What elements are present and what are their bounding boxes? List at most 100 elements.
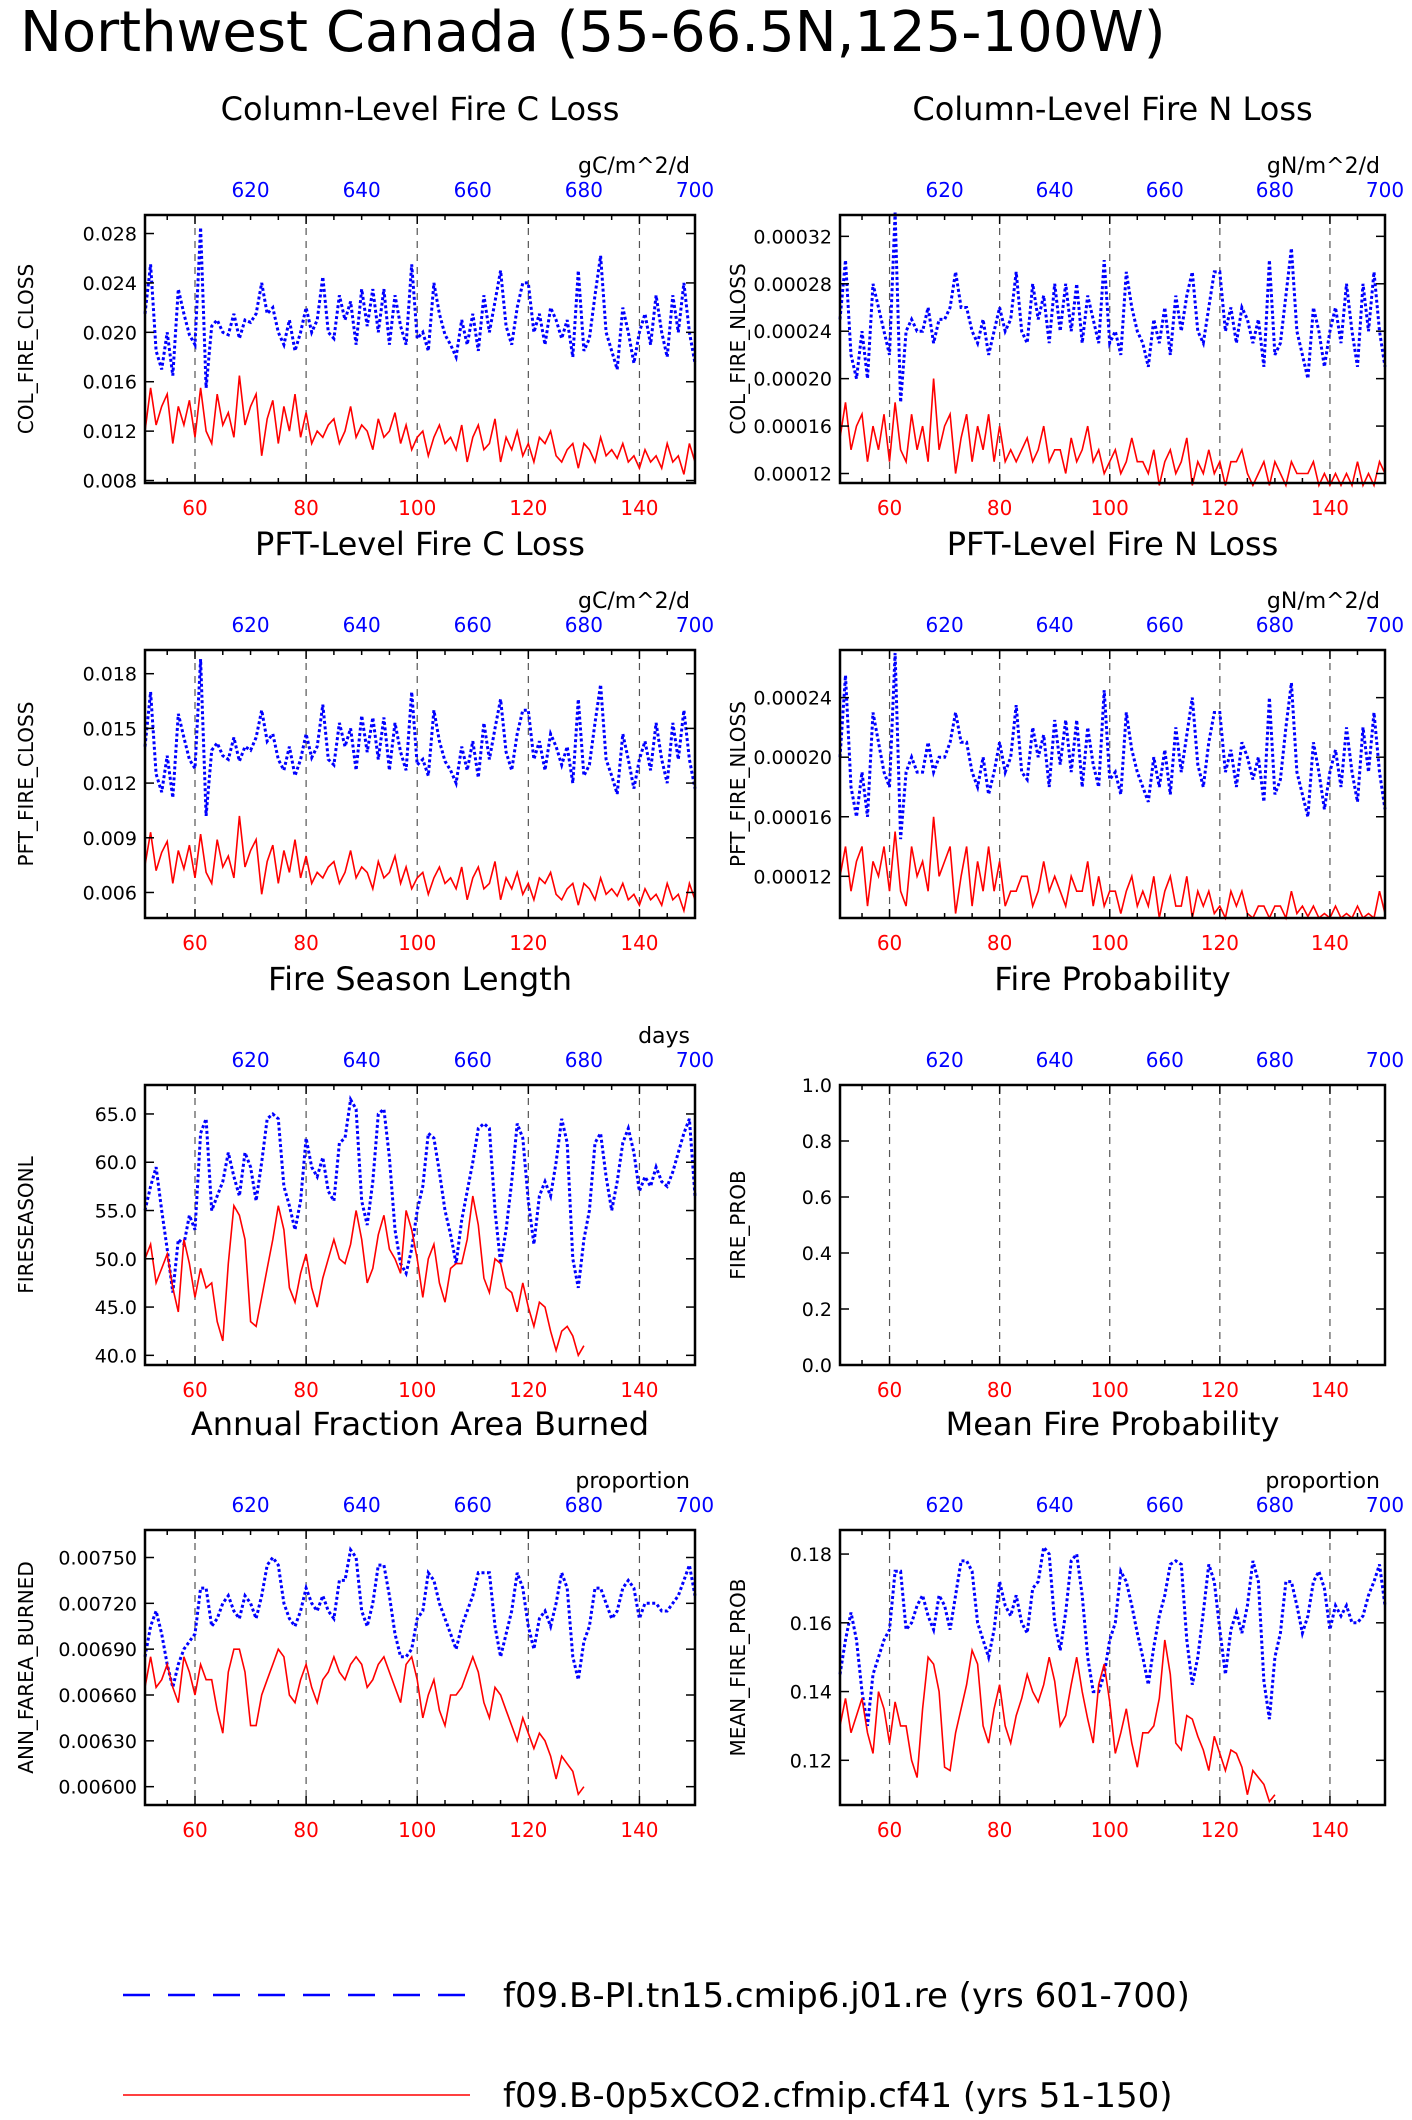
x-tick-label-bottom: 60: [182, 496, 207, 520]
x-tick-label-bottom: 140: [1311, 1818, 1349, 1842]
x-tick-label-bottom: 60: [877, 1818, 902, 1842]
x-tick-label-top: 640: [1036, 613, 1074, 637]
x-tick-label-top: 640: [1036, 178, 1074, 202]
x-tick-label-top: 620: [926, 1048, 964, 1072]
x-tick-label-bottom: 140: [1311, 931, 1349, 955]
series-line-pi: [143, 659, 697, 817]
x-tick-label-top: 700: [676, 1048, 714, 1072]
page-title: Northwest Canada (55-66.5N,125-100W): [20, 0, 1166, 65]
y-tick-label: 0.00016: [753, 416, 832, 438]
y-tick-label: 0.00600: [58, 1777, 137, 1799]
plot-frame: [143, 1528, 697, 1807]
x-tick-label-bottom: 120: [1201, 1378, 1239, 1402]
y-tick-label: 0.00028: [753, 274, 832, 296]
x-tick-label-bottom: 80: [293, 496, 318, 520]
y-tick-label: 0.00024: [753, 688, 832, 710]
y-tick-label: 0.00690: [58, 1639, 137, 1661]
chart-panel-7: Annual Fraction Area Burned proportion 60 8…: [14, 1405, 714, 1842]
x-tick-label-top: 680: [565, 178, 603, 202]
units-label: gN/m^2/d: [1267, 154, 1380, 179]
x-tick-label-bottom: 80: [987, 1818, 1012, 1842]
x-tick-label-bottom: 120: [509, 496, 547, 520]
series-line-pi: [838, 1543, 1387, 1727]
x-tick-label-top: 640: [343, 1048, 381, 1072]
x-tick-label-bottom: 120: [509, 931, 547, 955]
y-tick-label: 0.00024: [753, 321, 832, 343]
series-line-co2: [839, 1639, 1276, 1804]
y-tick-label: 0.028: [83, 224, 137, 246]
x-tick-label-top: 640: [343, 178, 381, 202]
y-tick-label: 0.2: [802, 1299, 832, 1321]
y-tick-label: 0.8: [802, 1131, 832, 1153]
x-tick-label-bottom: 120: [1201, 931, 1239, 955]
x-tick-label-top: 660: [454, 1048, 492, 1072]
series-line-pi: [143, 1094, 697, 1293]
y-tick-label: 0.14: [790, 1682, 832, 1704]
x-tick-label-bottom: 100: [1091, 496, 1129, 520]
y-tick-label: 0.00012: [753, 464, 832, 486]
y-axis-label: FIRESEASONL: [14, 1155, 38, 1293]
y-tick-label: 0.4: [802, 1243, 832, 1265]
x-tick-label-top: 660: [1146, 1493, 1184, 1517]
x-tick-label-bottom: 60: [877, 496, 902, 520]
x-tick-label-top: 700: [1366, 1493, 1404, 1517]
x-tick-label-top: 660: [1146, 1048, 1184, 1072]
x-tick-label-top: 680: [1256, 1048, 1294, 1072]
chart-panel-6: Fire Probability 60 80 100 120 140 620 640 660 68…: [726, 960, 1404, 1402]
chart-panel-2: Column-Level Fire N Loss gN/m^2/d 60 80 100 1…: [726, 90, 1404, 520]
x-tick-label-bottom: 140: [1311, 496, 1349, 520]
chart-title: Column-Level Fire N Loss: [912, 90, 1312, 128]
series-line-pi: [838, 652, 1387, 840]
y-tick-label: 0.009: [83, 828, 137, 850]
x-tick-label-top: 680: [565, 1048, 603, 1072]
chart-panel-5: Fire Season Length days 60 80 100 120 140 620 64…: [14, 960, 714, 1402]
x-tick-label-bottom: 100: [398, 496, 436, 520]
x-tick-label-bottom: 80: [293, 1378, 318, 1402]
y-tick-label: 0.00032: [753, 226, 832, 248]
units-label: gN/m^2/d: [1267, 589, 1380, 614]
units-label: proportion: [1265, 1469, 1380, 1494]
x-tick-label-bottom: 120: [509, 1818, 547, 1842]
y-tick-label: 0.00012: [753, 866, 832, 888]
x-tick-label-bottom: 120: [1201, 1818, 1239, 1842]
units-label: days: [638, 1024, 690, 1049]
x-tick-label-top: 700: [1366, 178, 1404, 202]
plot-frame: [838, 213, 1387, 485]
y-tick-label: 0.00660: [58, 1685, 137, 1707]
x-tick-label-bottom: 140: [1311, 1378, 1349, 1402]
x-tick-label-bottom: 140: [620, 1378, 658, 1402]
chart-title: PFT-Level Fire C Loss: [255, 525, 585, 563]
y-tick-label: 1.0: [802, 1075, 832, 1097]
x-tick-label-top: 620: [926, 613, 964, 637]
x-tick-label-bottom: 60: [182, 931, 207, 955]
y-tick-label: 65.0: [95, 1104, 137, 1126]
series-line-pi: [838, 212, 1387, 403]
y-axis-label: COL_FIRE_NLOSS: [726, 263, 750, 434]
x-tick-label-top: 620: [926, 178, 964, 202]
series-line-co2: [144, 375, 696, 475]
x-tick-label-top: 640: [343, 613, 381, 637]
y-tick-label: 0.024: [83, 273, 137, 295]
chart-title: Annual Fraction Area Burned: [191, 1405, 649, 1443]
legend-label: f09.B-0p5xCO2.cfmip.cf41 (yrs 51-150): [503, 2076, 1172, 2116]
units-label: proportion: [575, 1469, 690, 1494]
y-tick-label: 0.6: [802, 1187, 832, 1209]
plot-frame: [838, 1528, 1387, 1807]
y-axis-label: MEAN_FIRE_PROB: [726, 1579, 750, 1757]
chart-title: Column-Level Fire C Loss: [221, 90, 620, 128]
units-label: gC/m^2/d: [578, 589, 690, 614]
chart-title: Fire Probability: [994, 960, 1230, 998]
x-tick-label-top: 640: [1036, 1493, 1074, 1517]
series-line-co2: [144, 1647, 585, 1797]
x-tick-label-bottom: 80: [987, 931, 1012, 955]
x-tick-label-top: 620: [231, 1048, 269, 1072]
y-tick-label: 0.00720: [58, 1593, 137, 1615]
x-tick-label-top: 660: [1146, 178, 1184, 202]
y-tick-label: 0.018: [83, 664, 137, 686]
y-tick-label: 0.00630: [58, 1731, 137, 1753]
series-line-co2: [839, 378, 1386, 488]
x-tick-label-top: 620: [231, 1493, 269, 1517]
x-tick-label-bottom: 80: [987, 1378, 1012, 1402]
y-tick-label: 0.18: [790, 1544, 832, 1566]
